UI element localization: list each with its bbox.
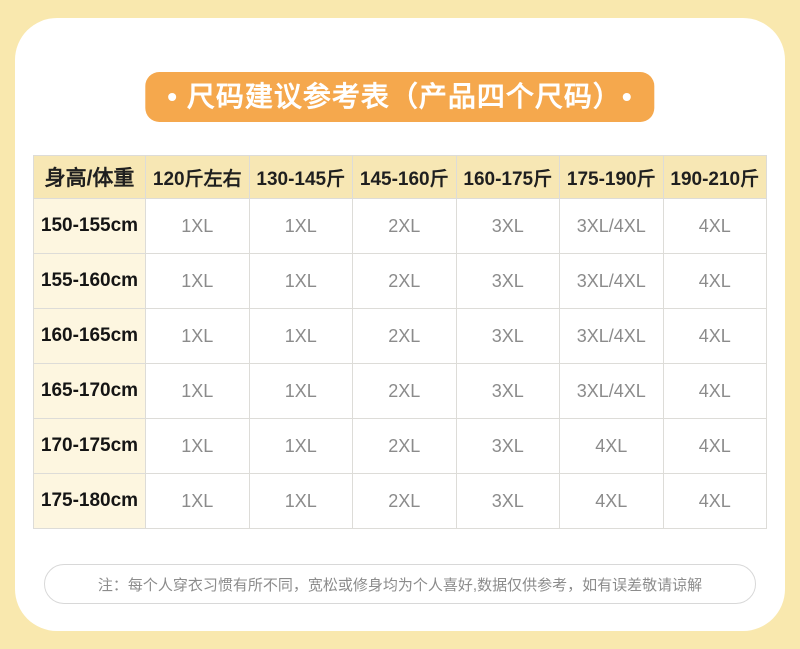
size-cell: 2XL bbox=[352, 198, 457, 254]
size-cell: 3XL bbox=[455, 473, 560, 529]
column-header-weight-5: 175-190斤 bbox=[559, 155, 664, 199]
page-title: • 尺码建议参考表（产品四个尺码）• bbox=[167, 81, 633, 112]
row-header-cell: 175-180cm bbox=[33, 473, 146, 529]
size-cell: 2XL bbox=[352, 253, 457, 309]
size-cell: 3XL bbox=[455, 253, 560, 309]
table-row: 165-170cm 1XL 1XL 2XL 3XL 3XL/4XL 4XL bbox=[33, 363, 767, 419]
size-cell: 1XL bbox=[248, 308, 353, 364]
row-header-cell: 155-160cm bbox=[33, 253, 146, 309]
size-cell: 4XL bbox=[662, 418, 767, 474]
size-cell: 1XL bbox=[145, 363, 250, 419]
size-cell: 4XL bbox=[662, 198, 767, 254]
row-header-cell: 170-175cm bbox=[33, 418, 146, 474]
size-cell: 1XL bbox=[145, 473, 250, 529]
row-header-cell: 165-170cm bbox=[33, 363, 146, 419]
column-header-weight-2: 130-145斤 bbox=[248, 155, 353, 199]
size-cell: 1XL bbox=[248, 418, 353, 474]
note-pill: 注：每个人穿衣习惯有所不同，宽松或修身均为个人喜好,数据仅供参考，如有误差敬请谅… bbox=[44, 564, 756, 604]
size-cell: 3XL/4XL bbox=[559, 253, 664, 309]
note-text: 注：每个人穿衣习惯有所不同，宽松或修身均为个人喜好,数据仅供参考，如有误差敬请谅… bbox=[97, 576, 703, 594]
size-cell: 2XL bbox=[352, 308, 457, 364]
size-chart-card: • 尺码建议参考表（产品四个尺码）• 身高/体重 120斤左右 130-145斤… bbox=[15, 18, 785, 631]
size-cell: 1XL bbox=[145, 198, 250, 254]
size-cell: 4XL bbox=[559, 473, 664, 529]
size-cell: 4XL bbox=[662, 253, 767, 309]
size-cell: 1XL bbox=[145, 253, 250, 309]
size-cell: 3XL bbox=[455, 418, 560, 474]
column-header-weight-1: 120斤左右 bbox=[145, 155, 250, 199]
table-row: 170-175cm 1XL 1XL 2XL 3XL 4XL 4XL bbox=[33, 418, 767, 474]
table-header-row: 身高/体重 120斤左右 130-145斤 145-160斤 160-175斤 … bbox=[33, 155, 767, 199]
size-cell: 1XL bbox=[248, 198, 353, 254]
size-cell: 3XL bbox=[455, 198, 560, 254]
size-cell: 3XL/4XL bbox=[559, 198, 664, 254]
size-cell: 3XL/4XL bbox=[559, 363, 664, 419]
size-cell: 2XL bbox=[352, 418, 457, 474]
size-cell: 4XL bbox=[662, 473, 767, 529]
size-cell: 4XL bbox=[662, 363, 767, 419]
table-row: 160-165cm 1XL 1XL 2XL 3XL 3XL/4XL 4XL bbox=[33, 308, 767, 364]
row-header-cell: 160-165cm bbox=[33, 308, 146, 364]
size-cell: 2XL bbox=[352, 363, 457, 419]
size-cell: 1XL bbox=[248, 253, 353, 309]
column-header-weight-4: 160-175斤 bbox=[455, 155, 560, 199]
size-table: 身高/体重 120斤左右 130-145斤 145-160斤 160-175斤 … bbox=[33, 155, 767, 529]
column-header-height-weight: 身高/体重 bbox=[33, 155, 146, 199]
table-row: 155-160cm 1XL 1XL 2XL 3XL 3XL/4XL 4XL bbox=[33, 253, 767, 309]
size-cell: 1XL bbox=[145, 418, 250, 474]
size-cell: 1XL bbox=[145, 308, 250, 364]
row-header-cell: 150-155cm bbox=[33, 198, 146, 254]
table-row: 175-180cm 1XL 1XL 2XL 3XL 4XL 4XL bbox=[33, 473, 767, 529]
column-header-weight-3: 145-160斤 bbox=[352, 155, 457, 199]
size-cell: 1XL bbox=[248, 363, 353, 419]
size-cell: 2XL bbox=[352, 473, 457, 529]
title-banner: • 尺码建议参考表（产品四个尺码）• bbox=[145, 72, 655, 122]
size-cell: 3XL bbox=[455, 363, 560, 419]
table-row: 150-155cm 1XL 1XL 2XL 3XL 3XL/4XL 4XL bbox=[33, 198, 767, 254]
size-cell: 1XL bbox=[248, 473, 353, 529]
size-cell: 3XL bbox=[455, 308, 560, 364]
column-header-weight-6: 190-210斤 bbox=[662, 155, 767, 199]
size-cell: 4XL bbox=[662, 308, 767, 364]
size-cell: 4XL bbox=[559, 418, 664, 474]
size-cell: 3XL/4XL bbox=[559, 308, 664, 364]
